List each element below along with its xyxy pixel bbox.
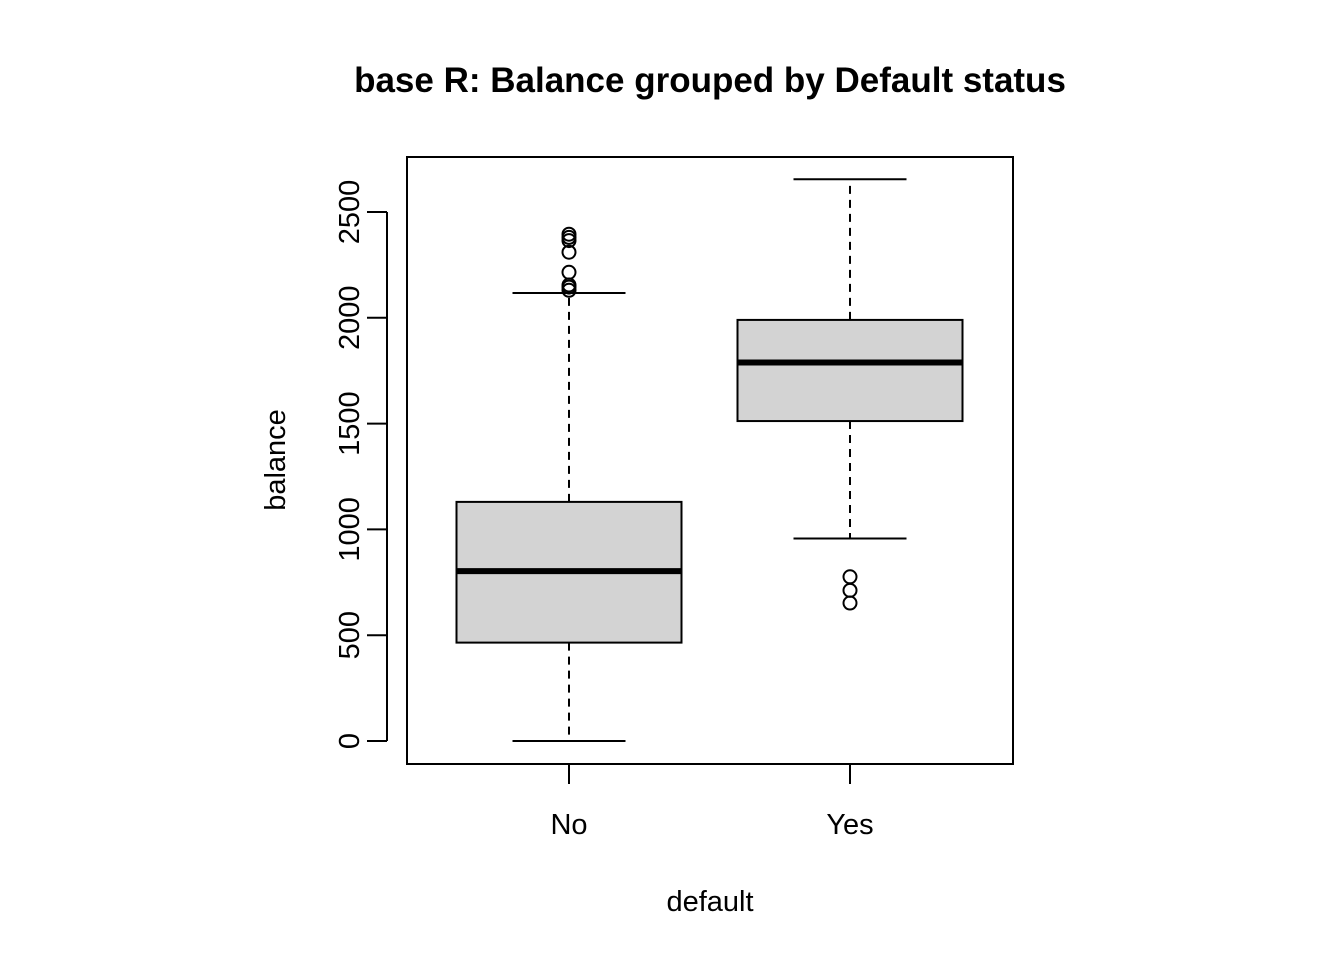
chart-title: base R: Balance grouped by Default statu… [354,61,1066,100]
outlier-yes-2 [842,569,858,585]
plot-frame [406,156,1014,765]
y-axis: 0 500 1000 1500 2000 2500 [334,180,388,749]
boxes-group [455,178,964,742]
y-tick-label-2500: 2500 [334,180,366,245]
y-tick-label-1500: 1500 [334,391,366,456]
x-tick-label-no: No [550,809,587,841]
x-tick-label-yes: Yes [826,809,873,841]
outlier-yes-0 [842,595,858,611]
x-axis-label: default [666,886,753,918]
box-group-yes [736,178,964,611]
y-tick-label-0: 0 [334,733,366,749]
outlier-yes-1 [842,582,858,598]
box-group-no [455,226,683,742]
y-axis-label: balance [260,409,292,511]
outlier-no-7 [561,226,577,242]
y-tick-label-2000: 2000 [334,286,366,351]
y-tick-label-1000: 1000 [334,497,366,562]
outlier-no-4 [561,244,577,260]
x-axis: No Yes [550,764,874,841]
box-yes [736,318,964,423]
outlier-no-3 [561,264,577,280]
y-tick-label-500: 500 [334,611,366,659]
